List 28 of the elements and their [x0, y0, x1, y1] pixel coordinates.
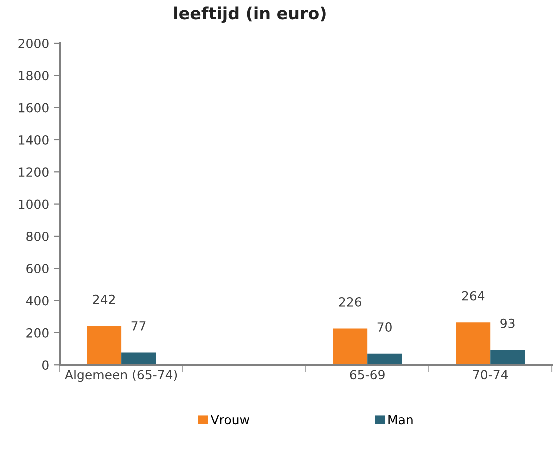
data-label: 93 [500, 318, 515, 328]
y-tick-label: 1800 [19, 71, 49, 81]
y-tick-label: 1000 [19, 200, 49, 210]
x-tick-label: Algemeen (65-74) [65, 370, 178, 382]
data-label: 226 [339, 297, 362, 307]
y-tick-label: 800 [26, 232, 49, 242]
y-tick-label: 1200 [19, 168, 49, 178]
y-tick-label: 2000 [18, 38, 49, 48]
legend-label: Vrouw [210, 415, 250, 425]
y-tick-label: 200 [26, 328, 49, 338]
y-tick-label: 1600 [19, 103, 49, 113]
data-label: 77 [132, 322, 146, 331]
data-label: 264 [462, 291, 485, 301]
bar [490, 350, 526, 366]
data-label: 242 [93, 294, 116, 304]
chart-title: leeftijd (in euro) [174, 6, 326, 24]
y-tick-label: 1400 [19, 135, 49, 145]
y-tick-label: 400 [26, 296, 49, 306]
x-tick-label: 65-69 [350, 370, 385, 380]
y-tick-label: 0 [42, 360, 49, 370]
bar [333, 328, 368, 366]
bar [87, 326, 122, 366]
y-tick-label: 600 [26, 264, 49, 274]
bar [456, 322, 491, 366]
legend-label: Man [388, 415, 413, 425]
x-tick-label: 70-74 [473, 370, 508, 380]
data-label: 70 [378, 322, 392, 332]
bar [122, 352, 156, 366]
